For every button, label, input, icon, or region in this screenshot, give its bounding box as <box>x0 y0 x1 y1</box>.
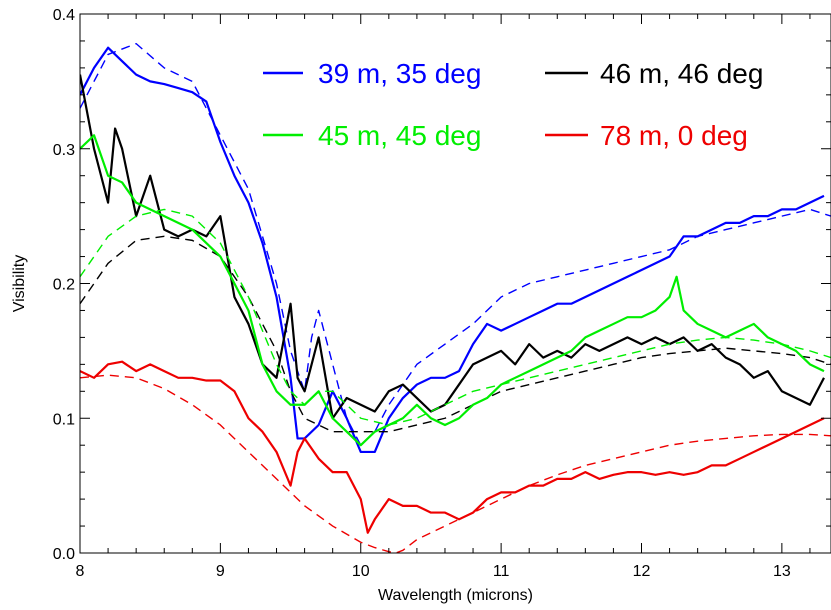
x-tick-label: 8 <box>76 563 85 580</box>
y-tick-label: 0.2 <box>53 277 75 294</box>
y-tick-label: 0.3 <box>53 142 75 159</box>
y-tick-label: 0.4 <box>53 7 75 24</box>
x-axis-title: Wavelength (microns) <box>378 587 533 604</box>
axes: 8 9 10 11 12 13 0.0 0.1 0.2 0.3 0.4 <box>53 7 831 580</box>
series-line-45-m-45-deg-observed <box>80 134 825 447</box>
series-line-78-m-0-deg-model <box>80 374 831 553</box>
x-tick-label: 13 <box>773 563 791 580</box>
series-line-45-m-45-deg-model <box>80 208 831 426</box>
legend-label-39-m-35-deg: 39 m, 35 deg <box>318 58 481 89</box>
y-tick-label: 0.0 <box>53 546 75 563</box>
series-line-46-m-46-deg-model <box>80 235 831 433</box>
x-tick-label: 12 <box>633 563 651 580</box>
y-axis-title: Visibility <box>11 255 28 313</box>
x-tick-label: 10 <box>352 563 370 580</box>
series-line-39-m-35-deg-observed <box>80 46 825 454</box>
legend-label-46-m-46-deg: 46 m, 46 deg <box>600 58 763 89</box>
series-line-39-m-35-deg-model <box>80 42 831 446</box>
x-tick-label: 11 <box>493 563 510 580</box>
plot-area <box>80 42 831 553</box>
x-tick-label: 9 <box>216 563 225 580</box>
series-line-78-m-0-deg-observed <box>80 360 825 534</box>
plot-frame <box>79 13 831 554</box>
y-tick-label: 0.1 <box>53 411 75 428</box>
legend-label-45-m-45-deg: 45 m, 45 deg <box>318 120 481 151</box>
legend-label-78-m-0-deg: 78 m, 0 deg <box>600 120 748 151</box>
legend: 39 m, 35 deg 46 m, 46 deg 45 m, 45 deg 78 m… <box>263 58 763 151</box>
